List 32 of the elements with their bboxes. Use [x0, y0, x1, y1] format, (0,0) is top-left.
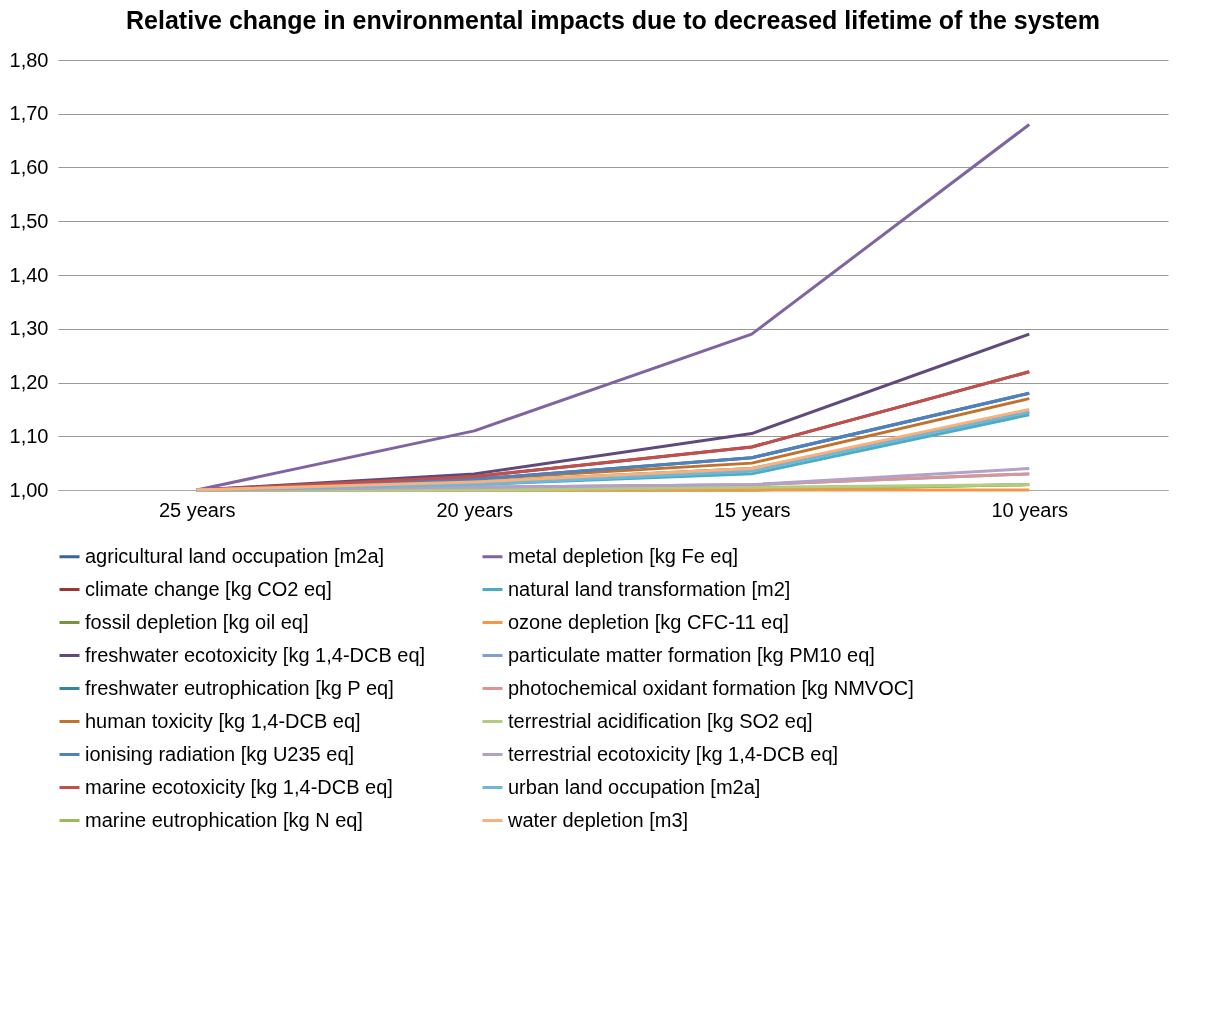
- legend-label: ionising radiation [kg U235 eq]: [85, 742, 355, 765]
- legend-label: climate change [kg CO2 eq]: [85, 577, 332, 600]
- legend-label: fossil depletion [kg oil eq]: [85, 610, 309, 633]
- legend-label: human toxicity [kg 1,4-DCB eq]: [85, 709, 361, 732]
- legend-label: metal depletion [kg Fe eq]: [508, 544, 739, 567]
- legend-label: photochemical oxidant formation [kg NMVOC]: [508, 676, 914, 699]
- y-tick-label: 1,00: [9, 478, 49, 501]
- y-tick-label: 1,60: [9, 156, 49, 178]
- legend-label: urban land occupation [m2a]: [508, 775, 761, 798]
- legend-label: marine ecotoxicity [kg 1,4-DCB eq]: [85, 775, 393, 798]
- legend-label: marine eutrophication [kg N eq]: [85, 808, 363, 831]
- y-tick-label: 1,50: [9, 209, 49, 232]
- chart-title: Relative change in environmental impacts due to decreased lifetime of the system: [126, 6, 1100, 34]
- legend-label: natural land transformation [m2]: [508, 577, 791, 600]
- legend-label: terrestrial acidification [kg SO2 eq]: [508, 709, 813, 732]
- x-tick-label: 25 years: [158, 498, 236, 521]
- y-tick-label: 1,30: [9, 317, 49, 340]
- legend-label: ozone depletion [kg CFC-11 eq]: [508, 610, 789, 633]
- legend-label: agricultural land occupation [m2a]: [85, 544, 385, 567]
- legend-label: freshwater ecotoxicity [kg 1,4-DCB eq]: [85, 643, 426, 666]
- legend-label: freshwater eutrophication [kg P eq]: [85, 676, 394, 699]
- legend-label: water depletion [m3]: [507, 808, 689, 831]
- x-tick-label: 15 years: [713, 498, 791, 521]
- y-tick-label: 1,20: [9, 371, 49, 393]
- x-tick-label: 10 years: [991, 498, 1069, 521]
- y-tick-label: 1,10: [9, 424, 49, 447]
- y-tick-label: 1,70: [9, 102, 49, 125]
- y-tick-label: 1,80: [9, 48, 49, 71]
- x-tick-label: 20 years: [436, 498, 514, 521]
- legend-label: terrestrial ecotoxicity [kg 1,4-DCB eq]: [508, 742, 839, 765]
- legend-label: particulate matter formation [kg PM10 eq]: [508, 643, 875, 666]
- y-tick-label: 1,40: [9, 263, 49, 286]
